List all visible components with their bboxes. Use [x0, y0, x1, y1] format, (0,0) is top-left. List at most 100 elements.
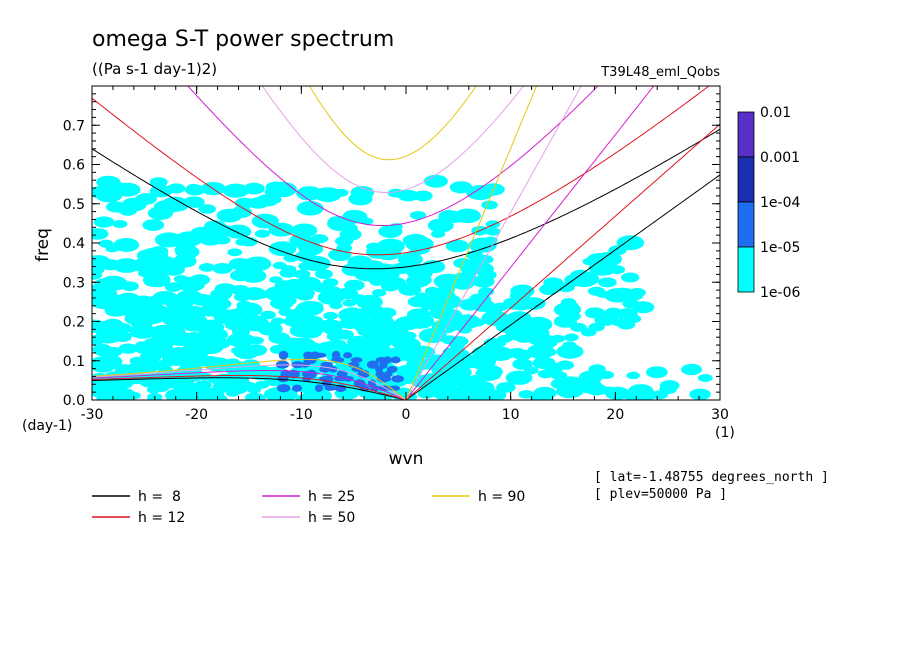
power-cell — [343, 210, 362, 220]
power-cell — [470, 318, 485, 327]
power-cell — [149, 246, 169, 257]
power-cell — [556, 360, 575, 370]
x-tick-label: -20 — [185, 407, 208, 423]
power-cell — [112, 331, 132, 343]
power-cell — [245, 344, 268, 356]
power-cell — [616, 235, 645, 251]
y-tick-label: 0.5 — [63, 197, 85, 213]
power-cell-high — [343, 352, 353, 359]
power-cell — [198, 204, 216, 214]
power-cell — [99, 275, 128, 291]
y-tick-label: 0.3 — [63, 275, 85, 291]
power-cell — [594, 251, 623, 267]
dispersion-curve — [92, 374, 407, 400]
power-cell — [563, 301, 580, 311]
power-cell — [333, 188, 349, 197]
power-cell — [405, 313, 435, 329]
power-cell — [304, 301, 324, 312]
power-cell-high — [366, 360, 379, 369]
power-cell-high — [324, 385, 338, 391]
power-cell — [142, 272, 171, 288]
dispersion-curve — [405, 86, 538, 400]
dispersion-curve — [405, 174, 720, 400]
power-cell — [212, 263, 233, 274]
power-cell — [186, 183, 200, 192]
power-cell — [92, 228, 109, 240]
power-cell-high — [391, 375, 404, 383]
power-cell — [214, 283, 237, 295]
legend-label: h = 25 — [308, 489, 355, 505]
plot-area — [92, 86, 720, 400]
info-lat: [ lat=-1.48755 degrees_north ] — [594, 470, 829, 485]
power-cell — [608, 265, 626, 275]
power-cell-high — [351, 366, 363, 372]
power-cell-high — [278, 350, 289, 360]
power-cell — [518, 390, 535, 399]
power-cell — [397, 189, 420, 202]
power-cell — [268, 181, 297, 198]
power-cell — [371, 288, 387, 297]
power-cell — [98, 239, 114, 248]
legend-label: h = 12 — [138, 510, 185, 526]
power-cell — [328, 216, 346, 226]
power-cell — [93, 216, 115, 228]
power-cell — [572, 271, 600, 287]
power-cell — [314, 269, 333, 279]
power-cell-high — [350, 357, 363, 363]
power-cell — [149, 177, 168, 187]
power-cell — [300, 289, 315, 298]
power-cell-high — [305, 369, 317, 379]
power-cell — [473, 263, 494, 275]
power-cell — [211, 394, 228, 400]
power-cell — [249, 336, 264, 345]
power-cell — [143, 304, 169, 318]
power-cell — [268, 241, 297, 257]
power-cell — [423, 174, 448, 188]
dispersion-curve — [405, 86, 655, 400]
colorbar-label: 0.001 — [760, 150, 800, 166]
power-cell — [194, 380, 212, 390]
power-cell — [637, 389, 658, 400]
power-cell — [540, 347, 557, 357]
y-tick-label: 0.1 — [63, 354, 85, 370]
power-cell — [113, 237, 140, 252]
colorbar-label: 1e-04 — [760, 195, 800, 211]
power-cell — [222, 183, 250, 198]
power-cell — [481, 200, 498, 210]
dispersion-curve — [92, 377, 407, 400]
power-cell — [564, 312, 581, 321]
power-cell-high — [336, 369, 348, 379]
legend-label: h = 8 — [138, 489, 181, 505]
power-cell — [659, 380, 680, 391]
power-cell — [626, 314, 642, 323]
power-cell — [307, 316, 323, 325]
power-cell — [135, 193, 157, 205]
power-cell — [100, 288, 118, 298]
power-cell — [198, 263, 215, 272]
power-cell — [311, 234, 329, 244]
power-cell — [254, 229, 271, 238]
power-cell-high — [320, 361, 334, 368]
power-cell-high — [287, 369, 300, 379]
legend: h = 8 h = 12 h = 25 h = 50 h = 90 — [92, 489, 525, 526]
power-cell — [270, 317, 285, 325]
power-cell — [601, 386, 616, 395]
chart-title: omega S-T power spectrum — [92, 27, 394, 52]
power-cell — [322, 278, 339, 287]
power-cell — [142, 219, 165, 231]
colorbar-swatch — [737, 246, 755, 293]
power-cell — [454, 208, 482, 224]
power-cell — [449, 181, 473, 194]
power-cell — [632, 301, 655, 314]
power-cell — [210, 298, 232, 310]
power-cell — [413, 190, 433, 202]
power-cell — [401, 331, 417, 340]
power-cell — [239, 236, 258, 247]
power-cell — [360, 217, 374, 225]
power-cell — [336, 243, 353, 253]
power-cell-high — [389, 385, 401, 391]
power-cell — [110, 182, 126, 191]
power-cell — [377, 307, 397, 318]
power-cell — [112, 220, 128, 229]
power-cell — [265, 195, 282, 204]
